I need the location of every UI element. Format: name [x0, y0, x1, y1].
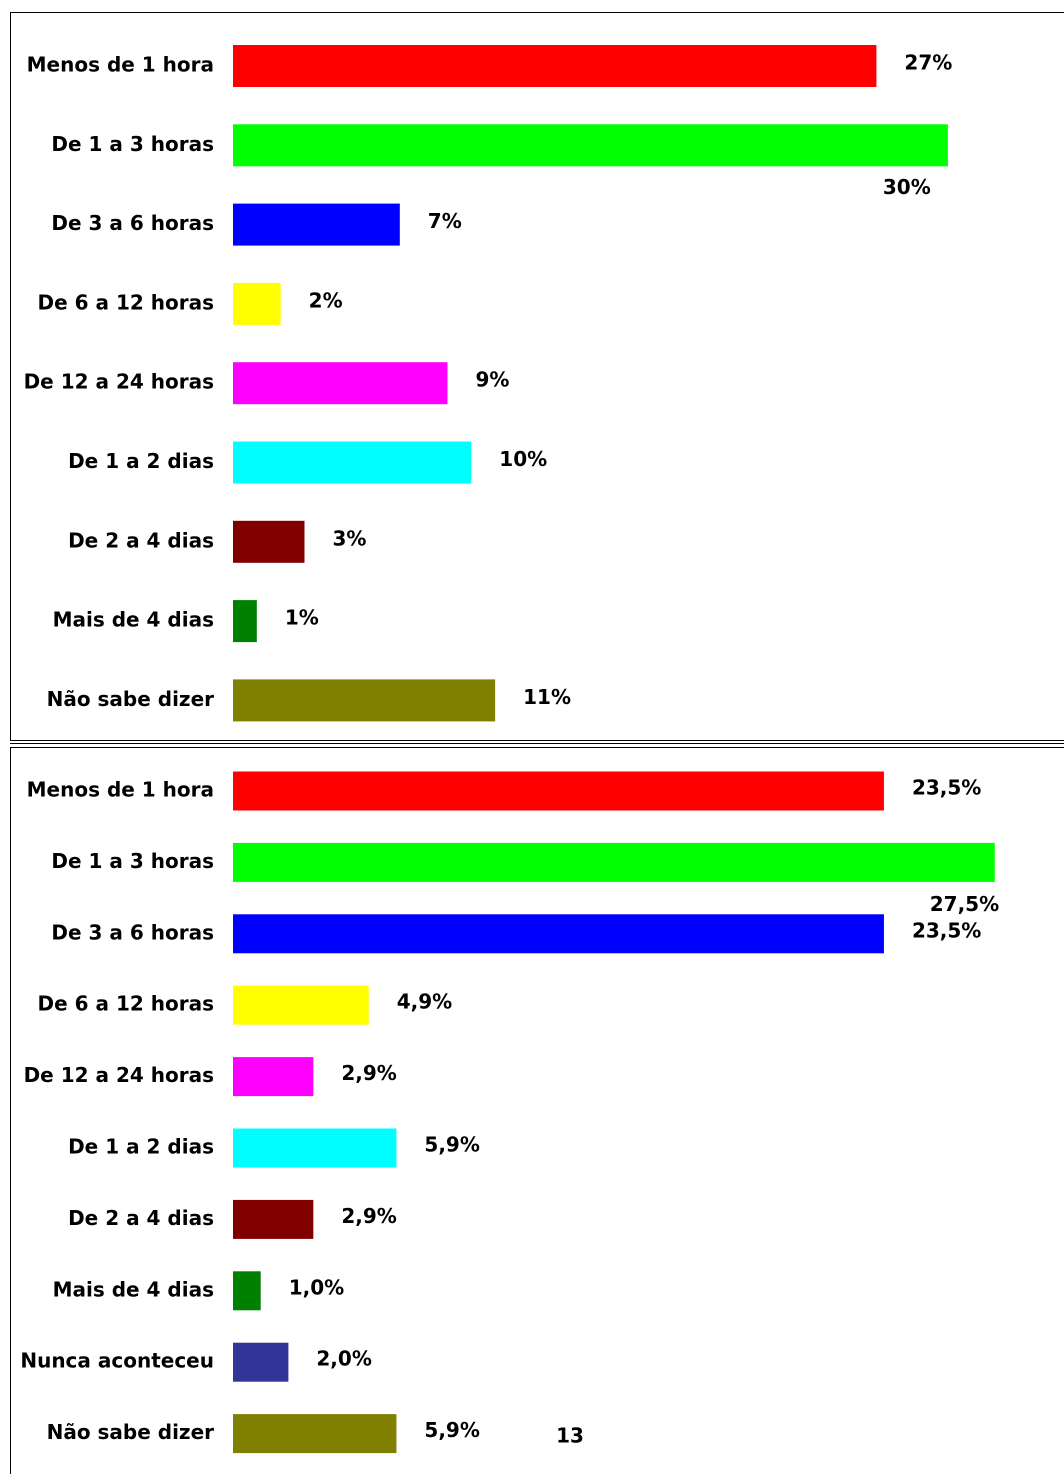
category-label: Menos de 1 hora [27, 778, 214, 802]
bar [233, 985, 369, 1025]
bar [233, 203, 400, 246]
value-label: 1,0% [289, 1275, 344, 1299]
value-label: 2,0% [316, 1347, 371, 1371]
value-label: 7% [428, 209, 462, 233]
bar [233, 771, 884, 811]
bar [233, 1199, 314, 1239]
category-label: Não sabe dizer [47, 1420, 215, 1444]
bar [233, 914, 884, 954]
value-label: 23,5% [912, 918, 981, 942]
category-label: De 12 a 24 horas [24, 370, 214, 394]
value-label: 11% [523, 685, 571, 709]
bar [233, 282, 281, 325]
value-label: 2,9% [341, 1204, 396, 1228]
value-label: 2% [309, 288, 343, 312]
value-label: 5,9% [424, 1418, 479, 1442]
value-label: 4,9% [397, 990, 452, 1014]
bar [233, 362, 448, 405]
bar [233, 441, 472, 484]
bar [233, 679, 496, 722]
bar [233, 520, 305, 563]
bar [233, 124, 948, 167]
category-label: De 3 a 6 horas [51, 920, 214, 944]
value-label: 2,9% [341, 1061, 396, 1085]
value-label: 10% [499, 447, 547, 471]
category-label: De 3 a 6 horas [51, 211, 214, 235]
value-label: 1% [285, 606, 319, 630]
bar [233, 1414, 397, 1454]
page-number: 13 [556, 1424, 584, 1448]
category-label: De 1 a 2 dias [68, 1135, 214, 1159]
value-label: 9% [475, 368, 509, 392]
category-label: De 1 a 2 dias [68, 449, 214, 473]
category-label: De 1 a 3 horas [51, 849, 214, 873]
bar [233, 45, 877, 87]
bar [233, 1342, 289, 1382]
bottom-frame [10, 747, 1064, 1474]
bar [233, 1128, 397, 1168]
value-label: 27,5% [930, 892, 999, 916]
value-label: 3% [332, 526, 366, 550]
top-frame [10, 12, 1064, 741]
category-label: De 6 a 12 horas [37, 290, 214, 314]
bar [233, 1271, 261, 1311]
value-label: 5,9% [424, 1133, 479, 1157]
category-label: De 2 a 4 dias [68, 1206, 214, 1230]
category-label: Mais de 4 dias [53, 1277, 214, 1301]
value-label: 27% [904, 51, 952, 75]
value-label: 23,5% [912, 776, 981, 800]
category-label: Não sabe dizer [47, 687, 215, 711]
category-label: De 12 a 24 horas [24, 1063, 214, 1087]
category-label: Menos de 1 hora [27, 53, 214, 77]
category-label: De 2 a 4 dias [68, 528, 214, 552]
bar [233, 600, 257, 643]
category-label: De 6 a 12 horas [37, 992, 214, 1016]
bar [233, 1057, 314, 1097]
category-label: De 1 a 3 horas [51, 132, 214, 156]
category-label: Nunca aconteceu [20, 1349, 214, 1373]
category-label: Mais de 4 dias [53, 608, 214, 632]
bar [233, 842, 995, 882]
value-label: 30% [883, 175, 931, 199]
